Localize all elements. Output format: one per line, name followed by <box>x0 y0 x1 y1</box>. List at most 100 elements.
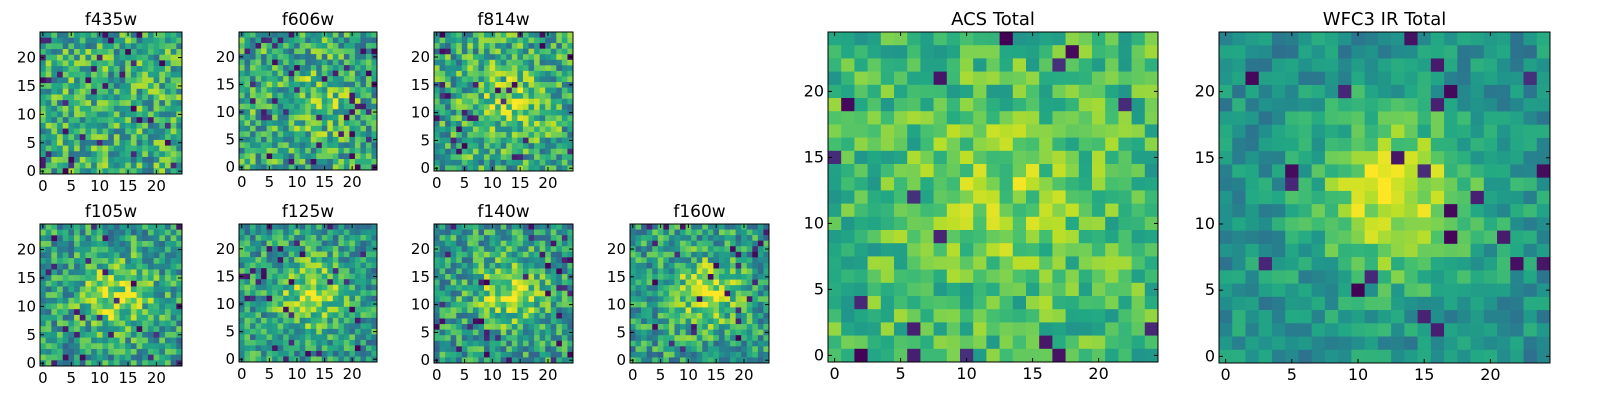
heatmap-cell <box>434 335 440 342</box>
heatmap-cell <box>657 296 664 303</box>
heatmap-cell <box>534 132 540 138</box>
heatmap-cell <box>176 43 183 50</box>
heatmap-cell <box>999 177 1014 191</box>
heatmap-cell <box>757 262 764 269</box>
heatmap-cell <box>1039 84 1053 99</box>
heatmap-cell <box>907 164 921 178</box>
heatmap-cell <box>91 60 98 67</box>
heatmap-cell <box>349 290 356 297</box>
heatmap-cell <box>534 104 540 111</box>
heatmap-cell <box>164 275 171 282</box>
heatmap-cell <box>960 45 974 59</box>
heatmap-cell <box>702 257 709 264</box>
heatmap-cell <box>321 92 328 99</box>
heatmap-cell <box>327 120 334 127</box>
heatmap-cell <box>57 162 64 169</box>
heatmap-cell <box>130 54 137 61</box>
heatmap-cell <box>999 137 1014 152</box>
heatmap-cell <box>85 286 92 293</box>
heatmap-cell <box>489 76 496 83</box>
heatmap-cell <box>702 307 709 314</box>
heatmap-cell <box>691 224 698 230</box>
heatmap-cell <box>294 131 301 138</box>
heatmap-cell <box>108 258 115 265</box>
heatmap-cell <box>147 168 154 175</box>
heatmap-cell <box>136 83 143 90</box>
heatmap-cell <box>495 165 502 172</box>
y-tick-label: 20 <box>17 49 36 67</box>
heatmap-cell <box>550 346 557 353</box>
heatmap-cell <box>434 268 440 275</box>
heatmap-cell <box>113 151 120 158</box>
heatmap-cell <box>91 354 98 361</box>
heatmap-cell <box>674 251 681 258</box>
heatmap-cell <box>1012 45 1027 59</box>
heatmap-cell <box>277 98 284 105</box>
heatmap-cell <box>360 229 367 236</box>
heatmap-cell <box>96 105 103 112</box>
heatmap-cell <box>266 284 273 291</box>
heatmap-cell <box>354 81 361 88</box>
heatmap-cell <box>478 154 485 161</box>
heatmap-cell <box>343 147 350 154</box>
heatmap-cell <box>718 229 725 236</box>
heatmap-cell <box>299 345 306 352</box>
heatmap-cell <box>51 60 58 67</box>
heatmap-cell <box>630 324 636 330</box>
heatmap-cell <box>45 134 52 141</box>
heatmap-cell <box>439 32 446 38</box>
heatmap-cell <box>96 348 103 355</box>
heatmap-cell <box>354 334 361 341</box>
heatmap-cell <box>439 307 446 314</box>
heatmap-cell <box>261 48 267 55</box>
heatmap-cell <box>550 240 557 247</box>
heatmap-cell <box>484 109 490 116</box>
heatmap-cell <box>51 263 58 270</box>
heatmap-cell <box>119 83 126 90</box>
heatmap-cell <box>266 43 273 49</box>
heatmap-cell <box>159 303 166 310</box>
heatmap-cell <box>113 117 120 124</box>
heatmap-cell <box>680 357 686 364</box>
heatmap-cell <box>277 65 284 71</box>
heatmap-cell <box>450 335 457 342</box>
heatmap-cell <box>445 43 452 50</box>
heatmap-cell <box>113 360 120 367</box>
heatmap-cell <box>365 323 372 330</box>
heatmap-cell <box>310 224 317 230</box>
heatmap-cell <box>718 285 725 292</box>
heatmap-cell <box>550 229 557 236</box>
heatmap-cell <box>478 70 485 77</box>
heatmap-cell <box>288 273 295 280</box>
x-tick-label: 0 <box>38 177 48 195</box>
heatmap-cell <box>299 273 306 280</box>
heatmap-cell <box>545 126 552 133</box>
heatmap-cell <box>349 235 356 241</box>
heatmap-cell <box>288 48 295 55</box>
heatmap-cell <box>556 351 563 358</box>
heatmap-cell <box>244 54 251 60</box>
heatmap-cell <box>680 312 686 319</box>
heatmap-cell <box>354 131 361 138</box>
heatmap-cell <box>250 164 256 171</box>
heatmap-cell <box>349 142 356 149</box>
heatmap-cell <box>305 98 312 105</box>
heatmap-cell <box>305 350 312 357</box>
heatmap-cell <box>752 268 759 275</box>
heatmap-cell <box>894 230 908 244</box>
heatmap-cell <box>62 60 69 67</box>
heatmap-cell <box>461 82 468 88</box>
heatmap-cell <box>299 350 306 357</box>
heatmap-cell <box>164 360 171 367</box>
heatmap-cell <box>327 345 334 352</box>
heatmap-cell <box>164 37 171 44</box>
heatmap-cell <box>147 354 154 361</box>
heatmap-cell <box>635 257 642 264</box>
heatmap-cell <box>79 151 86 158</box>
heatmap-cell <box>343 142 350 149</box>
heatmap-cell <box>522 165 529 172</box>
heatmap-cell <box>517 65 524 72</box>
heatmap-cell <box>153 246 160 253</box>
heatmap-cell <box>635 224 642 230</box>
heatmap-cell <box>461 285 468 292</box>
